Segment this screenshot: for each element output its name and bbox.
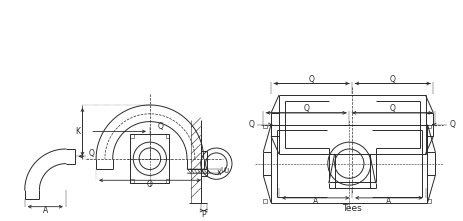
Text: Q: Q: [450, 120, 456, 129]
Text: A: A: [313, 197, 318, 206]
Bar: [165, 134, 169, 138]
Text: Q: Q: [158, 122, 163, 131]
Text: A: A: [386, 197, 392, 206]
Text: Q: Q: [390, 75, 396, 84]
Text: O: O: [147, 180, 153, 189]
Bar: [263, 125, 267, 128]
Text: P: P: [201, 210, 206, 219]
Bar: [427, 125, 432, 128]
Text: Q: Q: [249, 120, 255, 129]
Text: Q: Q: [303, 104, 309, 113]
Bar: [427, 199, 432, 203]
Bar: [165, 179, 169, 183]
Text: Q: Q: [88, 149, 94, 158]
Bar: [130, 134, 134, 138]
Text: A: A: [43, 206, 48, 215]
Text: Q: Q: [389, 104, 395, 113]
Text: U: U: [221, 166, 226, 173]
Text: K: K: [75, 127, 80, 136]
Text: Tees: Tees: [342, 204, 362, 213]
Text: U: U: [224, 168, 229, 174]
Bar: [263, 199, 267, 203]
Bar: [130, 179, 134, 183]
Text: Q: Q: [309, 75, 314, 84]
